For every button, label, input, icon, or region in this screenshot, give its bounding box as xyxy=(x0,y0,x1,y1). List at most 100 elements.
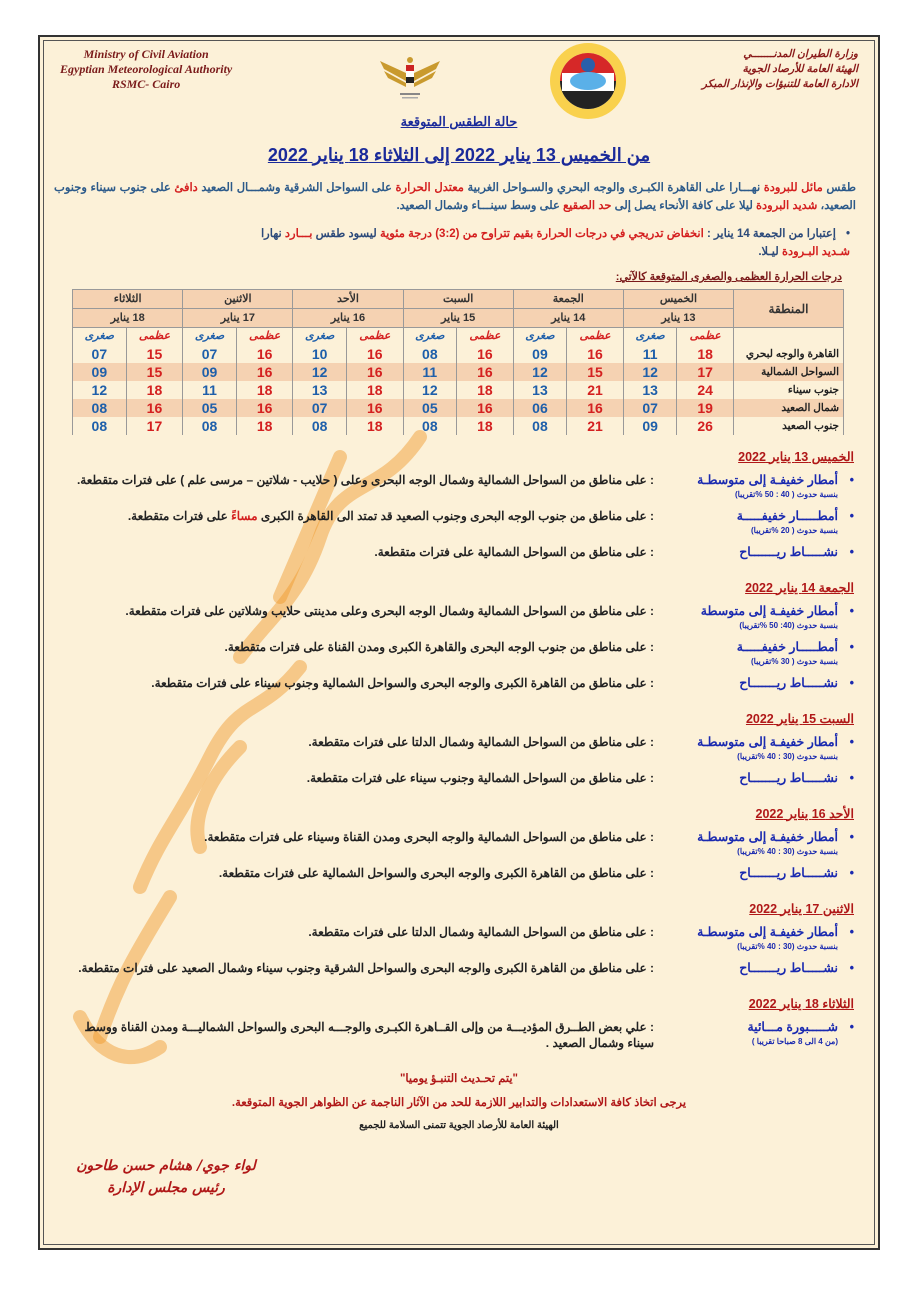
max-temp: 18 xyxy=(456,380,514,399)
table-row: جنوب سيناء 24 13 21 13 18 12 18 13 18 11 18 12 xyxy=(72,380,844,399)
day-heading: الثلاثاء 18 يناير 2022 xyxy=(748,996,854,1011)
forecast-description: : على مناطق من السواحل الشمالية وجنوب سي… xyxy=(306,770,654,785)
forecast-item: • نشـــــاط ريـــــــاح: على مناطق من الق… xyxy=(60,960,854,990)
precaution-warning: يرجى اتخاذ كافة الاستعدادات والتدابير ال… xyxy=(231,1096,687,1109)
max-temp: 18 xyxy=(346,380,404,399)
bulletin-page: Ministry of Civil Aviation Egyptian Mete… xyxy=(38,35,880,1250)
day-header: الأحد xyxy=(292,289,404,309)
day-heading: الجمعة 14 يناير 2022 xyxy=(745,580,854,595)
min-temp: 05 xyxy=(402,398,458,417)
forecast-day: الاثنين 17 يناير 2022 • أمطار خفيفـة إلى م… xyxy=(60,901,854,990)
min-label: صغرى xyxy=(292,327,347,345)
max-temp: 18 xyxy=(676,344,734,363)
max-temp: 16 xyxy=(456,344,514,363)
max-label: عظمى xyxy=(456,327,514,345)
forecast-item: • أمطار خفيفـة إلى متوسطـة بنسبة حدوث (30 … xyxy=(60,829,854,859)
phenomenon-name: نشـــــاط ريـــــــاح xyxy=(739,544,838,559)
min-temp: 13 xyxy=(622,380,678,399)
date-header: 18 يناير xyxy=(71,308,184,328)
min-temp: 12 xyxy=(72,380,127,399)
min-temp: 08 xyxy=(512,416,568,435)
civil-aviation-logo xyxy=(380,57,440,99)
forecast-description: : علي بعض الطــرق المؤديـــة من وإلى الق… xyxy=(84,1019,654,1050)
forecast-day: السبت 15 يناير 2022 • أمطار خفيفـة إلى متو… xyxy=(60,711,854,800)
max-temp: 16 xyxy=(566,398,624,417)
highlighted-text: شديد البرودة xyxy=(756,200,818,212)
header-arabic: وزارة الطيران المدنـــــــي الهيئة العام… xyxy=(702,47,858,92)
forecast-description: : على مناطق من السواحل الشمالية والوجه ا… xyxy=(204,829,654,844)
forecast-day: الجمعة 14 يناير 2022 • أمطار خفيفـة إلى مت… xyxy=(60,580,854,705)
safety-wish: الهيئة العامة للأرصاد الجوية تتمنى السلا… xyxy=(359,1119,559,1131)
day-header: السبت xyxy=(402,289,514,309)
text-segment: نهـــارا على القاهرة الكبـرى والوجه البح… xyxy=(463,182,764,194)
text-segment: ليـلا. xyxy=(758,246,782,258)
table-row: السواحل الشمالية 17 12 15 12 16 11 16 12 16 09 15 09 xyxy=(72,362,844,381)
max-temp: 18 xyxy=(346,416,404,435)
region-name: القاهرة والوجه لبحري xyxy=(733,344,844,363)
forecast-description: : على مناطق من السواحل الشمالية وشمال ال… xyxy=(125,603,654,618)
max-temp: 18 xyxy=(236,380,294,399)
min-temp: 08 xyxy=(72,416,127,435)
highlighted-text: شـديد البـرودة xyxy=(781,246,850,258)
min-temp: 07 xyxy=(72,344,127,363)
max-temp: 16 xyxy=(346,362,404,381)
intro-paragraph: طقس مائل للبرودة نهـــارا على القاهرة ال… xyxy=(54,179,856,215)
highlighted-text: حد الصقيع xyxy=(563,200,612,212)
max-temp: 18 xyxy=(456,416,514,435)
ema-logo xyxy=(550,43,626,119)
text-segment: ليسود طقس xyxy=(312,228,380,240)
min-temp: 06 xyxy=(512,398,568,417)
forecast-item: • نشـــــاط ريـــــــاح: على مناطق من الس… xyxy=(60,770,854,800)
day-header: الجمعة xyxy=(512,289,624,309)
bullet-icon: • xyxy=(849,924,854,939)
highlighted-text: معتدل الحرارة xyxy=(395,182,464,194)
date-range-title: من الخميس 13 يناير 2022 إلى الثلاثاء 18 … xyxy=(267,145,651,165)
min-label: صغرى xyxy=(622,327,678,345)
probability: بنسبة حدوث (30 : 40 %تقريبا) xyxy=(737,751,838,761)
min-temp: 11 xyxy=(622,344,678,363)
document-title: حالة الطقس المتوقعة xyxy=(400,114,518,129)
min-temp: 07 xyxy=(182,344,237,363)
max-temp: 16 xyxy=(456,362,514,381)
day-header: الاثنين xyxy=(182,289,294,309)
phenomenon-name: شـــــبورة مـــائية xyxy=(747,1019,838,1034)
phenomenon-name: أمطار خفيفـة إلى متوسطة xyxy=(700,603,838,618)
max-temp: 16 xyxy=(236,398,294,417)
phenomenon-name: نشـــــاط ريـــــــاح xyxy=(739,960,838,975)
max-temp: 16 xyxy=(566,344,624,363)
authority-name-ar: الهيئة العامة للأرصاد الجوية xyxy=(742,63,858,75)
forecast-description: : على مناطق من جنوب الوجه البحرى والقاهر… xyxy=(224,639,654,654)
day-header: الثلاثاء xyxy=(71,289,184,309)
center-name-en: RSMC- Cairo xyxy=(111,77,181,91)
day-heading: الأحد 16 يناير 2022 xyxy=(755,806,854,821)
forecast-day: الخميس 13 يناير 2022 • أمطار خفيفـة إلى مت… xyxy=(60,449,854,574)
forecast-item: • أمطـــــار خفيفـــــة بنسبة حدوث ( 30 %ت… xyxy=(60,639,854,669)
forecast-item: • أمطار خفيفـة إلى متوسطة بنسبة حدوث (40: … xyxy=(60,603,854,633)
max-temp: 15 xyxy=(566,362,624,381)
region-cell xyxy=(733,327,844,345)
forecast-description: : على مناطق من السواحل الشمالية على فترا… xyxy=(374,544,654,559)
phenomenon-name: أمطـــــار خفيفـــــة xyxy=(736,639,838,654)
bullet-icon: • xyxy=(849,770,854,785)
max-temp: 24 xyxy=(676,380,734,399)
department-name-ar: الادارة العامة للتنبؤات والإنذار المبكر xyxy=(701,78,858,90)
min-temp: 12 xyxy=(622,362,678,381)
forecast-description: : على مناطق من القاهرة الكبرى والوجه الب… xyxy=(218,865,654,880)
forecast-description: على فترات متقطعة. xyxy=(127,508,232,523)
day-heading: السبت 15 يناير 2022 xyxy=(745,711,854,726)
probability: بنسبة حدوث ( 40 : 50 %تقريبا) xyxy=(734,489,838,499)
forecast-item: • أمطار خفيفـة إلى متوسطـة بنسبة حدوث ( 40… xyxy=(60,472,854,502)
min-temp: 08 xyxy=(402,344,458,363)
min-temp: 09 xyxy=(512,344,568,363)
phenomenon-name: أمطار خفيفـة إلى متوسطـة xyxy=(697,924,838,939)
probability: بنسبة حدوث (40: 50 %تقريبا) xyxy=(739,620,838,630)
forecast-description: : على مناطق من القاهرة الكبرى والوجه الب… xyxy=(78,960,654,975)
text-segment: نهارا xyxy=(260,228,285,240)
table-row: جنوب الصعيد 26 09 21 08 18 08 18 08 18 08 17 08 xyxy=(72,416,844,435)
bullet-icon: • xyxy=(849,865,854,880)
temperature-drop-note: • إعتبارا من الجمعة 14 يناير : انخفاض تدر… xyxy=(240,225,850,261)
min-temp: 08 xyxy=(182,416,237,435)
signatory-name: لواء جوي/ هشام حسن طاحون xyxy=(76,1157,256,1174)
forecast-day: الثلاثاء 18 يناير 2022 • شـــــبورة مـــائ… xyxy=(60,996,854,1051)
day-header: الخميس xyxy=(622,289,735,309)
